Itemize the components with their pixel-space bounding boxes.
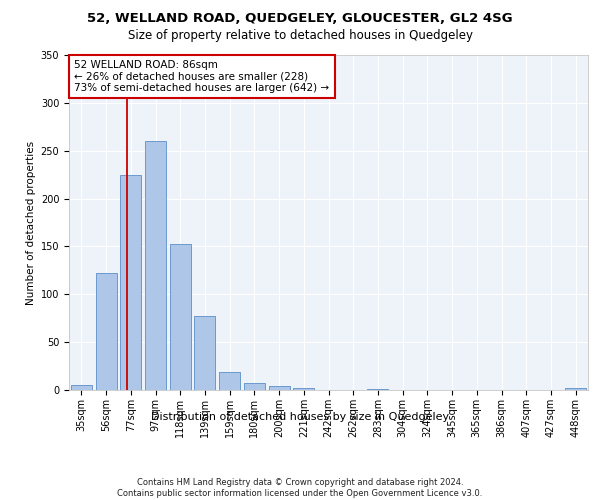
Bar: [219, 372, 240, 390]
Bar: [244, 384, 265, 390]
Bar: [170, 244, 191, 390]
Bar: [367, 389, 388, 390]
Bar: [120, 174, 141, 390]
Bar: [194, 316, 215, 390]
Text: Contains HM Land Registry data © Crown copyright and database right 2024.
Contai: Contains HM Land Registry data © Crown c…: [118, 478, 482, 498]
Bar: [269, 386, 290, 390]
Text: 52 WELLAND ROAD: 86sqm
← 26% of detached houses are smaller (228)
73% of semi-de: 52 WELLAND ROAD: 86sqm ← 26% of detached…: [74, 60, 329, 93]
Y-axis label: Number of detached properties: Number of detached properties: [26, 140, 37, 304]
Bar: [565, 388, 586, 390]
Bar: [95, 273, 116, 390]
Bar: [145, 141, 166, 390]
Bar: [71, 385, 92, 390]
Text: 52, WELLAND ROAD, QUEDGELEY, GLOUCESTER, GL2 4SG: 52, WELLAND ROAD, QUEDGELEY, GLOUCESTER,…: [87, 12, 513, 24]
Bar: [293, 388, 314, 390]
Text: Size of property relative to detached houses in Quedgeley: Size of property relative to detached ho…: [128, 29, 473, 42]
Text: Distribution of detached houses by size in Quedgeley: Distribution of detached houses by size …: [151, 412, 449, 422]
